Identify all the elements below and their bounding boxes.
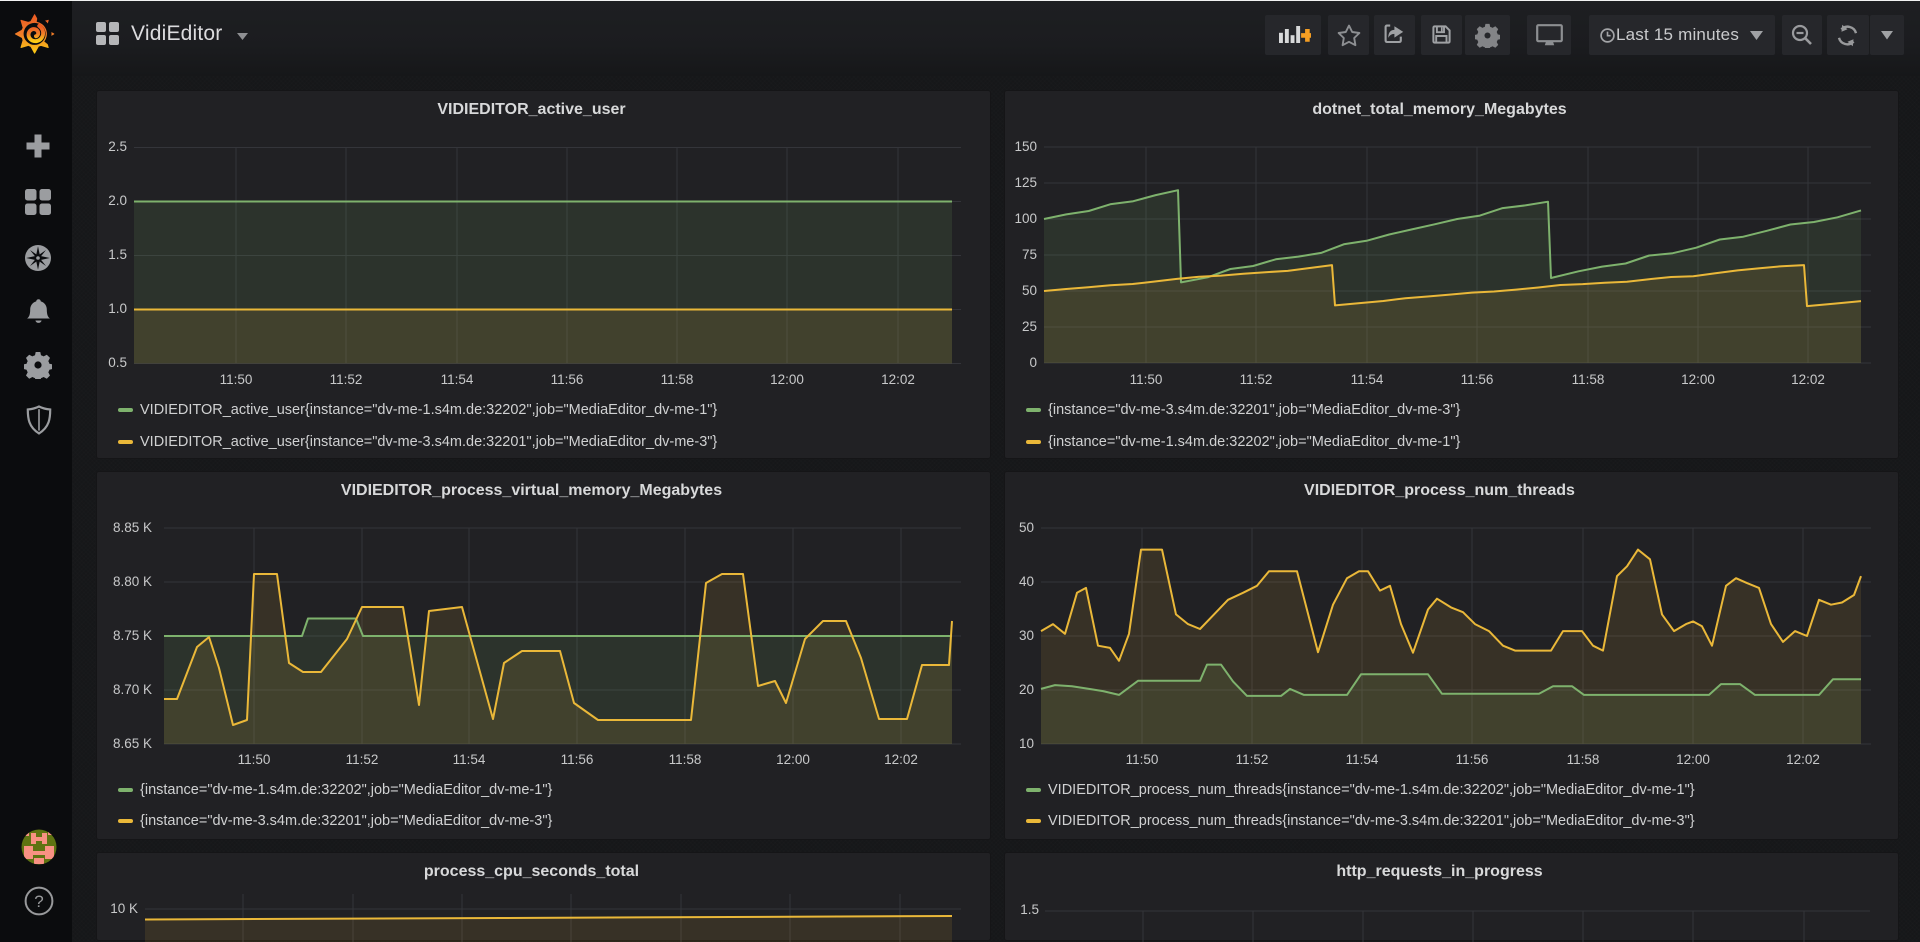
svg-text:?: ? — [34, 892, 43, 911]
